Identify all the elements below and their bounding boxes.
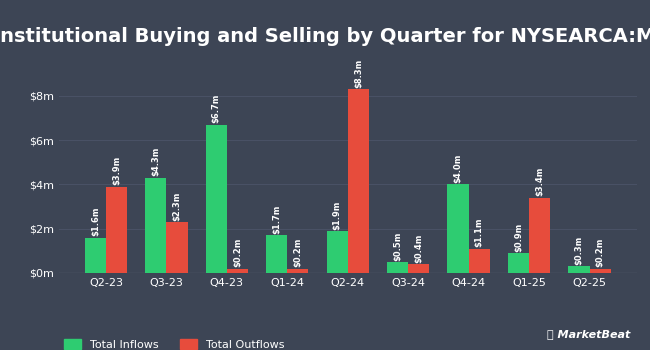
Bar	[227, 268, 248, 273]
Text: $0.2m: $0.2m	[293, 238, 302, 267]
Text: $0.3m: $0.3m	[575, 236, 584, 265]
Bar	[106, 187, 127, 273]
Legend: Total Inflows, Total Outflows: Total Inflows, Total Outflows	[64, 339, 285, 350]
Text: $0.9m: $0.9m	[514, 223, 523, 252]
Bar	[287, 268, 309, 273]
Bar	[387, 262, 408, 273]
Bar	[529, 198, 551, 273]
Title: Institutional Buying and Selling by Quarter for NYSEARCA:MMLG: Institutional Buying and Selling by Quar…	[0, 27, 650, 46]
Text: $1.9m: $1.9m	[333, 200, 342, 230]
Text: $0.2m: $0.2m	[233, 238, 242, 267]
Bar	[590, 268, 611, 273]
Text: $0.5m: $0.5m	[393, 231, 402, 261]
Bar	[326, 231, 348, 273]
Bar	[469, 248, 490, 273]
Text: $1.1m: $1.1m	[474, 218, 484, 247]
Bar	[568, 266, 590, 273]
Text: $3.4m: $3.4m	[535, 167, 544, 196]
Bar	[508, 253, 529, 273]
Bar	[205, 125, 227, 273]
Bar	[84, 238, 106, 273]
Text: $4.0m: $4.0m	[454, 154, 463, 183]
Text: $1.6m: $1.6m	[91, 207, 100, 236]
Bar	[447, 184, 469, 273]
Text: $1.7m: $1.7m	[272, 205, 281, 234]
Text: $2.3m: $2.3m	[172, 191, 181, 221]
Text: $3.9m: $3.9m	[112, 156, 121, 185]
Text: ⫽ MarketBeat: ⫽ MarketBeat	[547, 329, 630, 340]
Text: $0.4m: $0.4m	[414, 233, 423, 263]
Text: $0.2m: $0.2m	[595, 238, 604, 267]
Bar	[166, 222, 188, 273]
Text: $4.3m: $4.3m	[151, 147, 161, 176]
Text: $6.7m: $6.7m	[212, 94, 221, 123]
Bar	[145, 178, 166, 273]
Bar	[266, 235, 287, 273]
Bar	[408, 264, 430, 273]
Bar	[348, 89, 369, 273]
Text: $8.3m: $8.3m	[354, 59, 363, 88]
